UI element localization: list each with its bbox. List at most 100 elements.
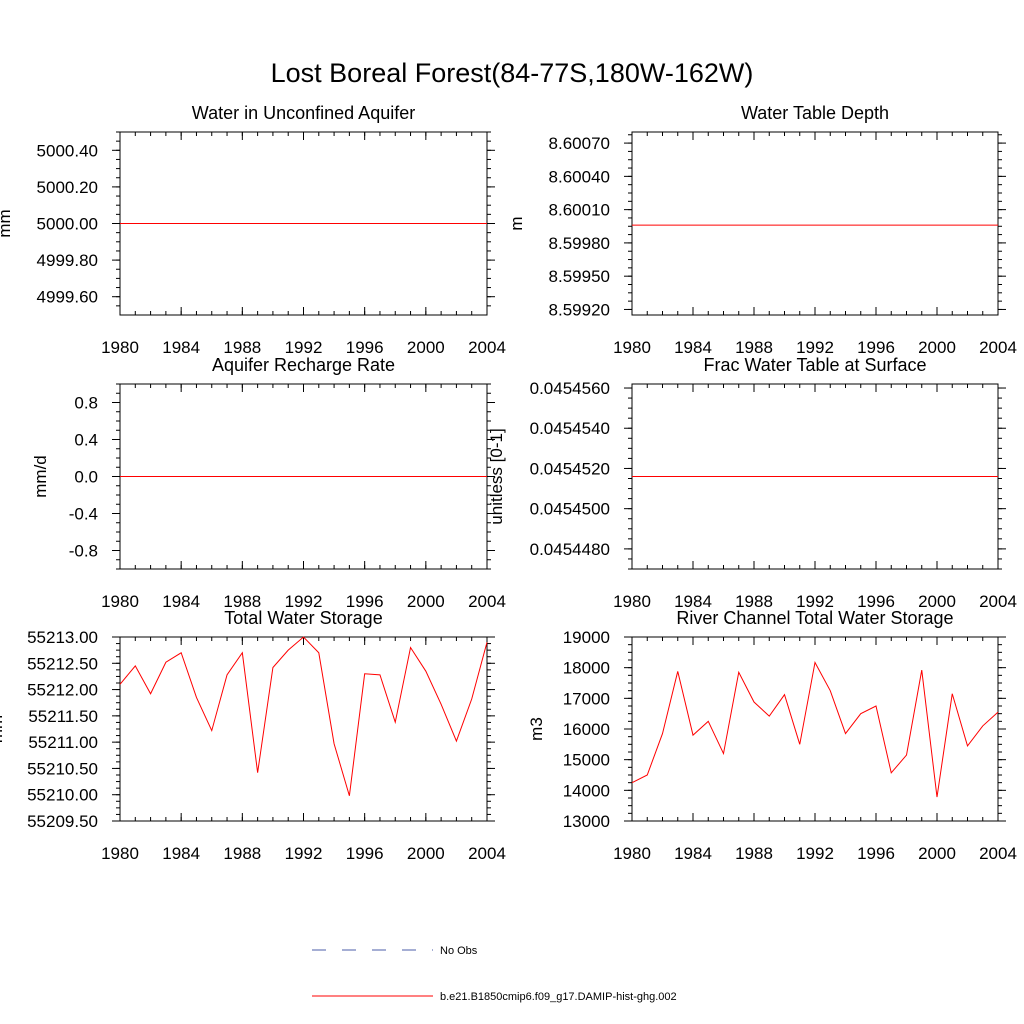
x-tick-label: 1996 (857, 592, 895, 611)
x-tick-label: 1996 (346, 338, 384, 357)
x-tick-label: 1980 (101, 338, 139, 357)
y-tick-label: 55209.50 (27, 812, 98, 831)
y-tick-label: 0.8 (74, 394, 98, 413)
y-tick-label: 0.0454480 (530, 540, 610, 559)
chart-panel-2: Water Table Depth m 1980 1984 1988 1992 1996 20… (507, 103, 1017, 357)
x-tick-label: 1988 (223, 844, 261, 863)
y-tick-label: 0.0454540 (530, 419, 610, 438)
legend: No Obs b.e21.B1850cmip6.f09_g17.DAMIP-his… (312, 945, 677, 1003)
x-tick-label: 1988 (735, 844, 773, 863)
y-axis-label: m (507, 216, 526, 230)
x-tick-label: 1984 (674, 338, 712, 357)
y-tick-label: 5000.00 (37, 215, 98, 234)
x-tick-label: 2004 (468, 338, 506, 357)
x-tick-label: 1988 (223, 592, 261, 611)
panel-title: Aquifer Recharge Rate (212, 355, 395, 375)
x-tick-label: 1992 (285, 592, 323, 611)
x-tick-label: 2000 (918, 338, 956, 357)
x-tick-label: 1996 (346, 844, 384, 863)
legend-label: No Obs (440, 945, 478, 957)
page-title: Lost Boreal Forest(84-77S,180W-162W) (271, 58, 754, 88)
panel-title: Water in Unconfined Aquifer (192, 103, 415, 123)
x-tick-label: 2000 (407, 844, 445, 863)
x-tick-label: 1984 (162, 338, 200, 357)
x-tick-label: 1992 (796, 592, 834, 611)
x-tick-label: 1992 (796, 844, 834, 863)
x-tick-label: 2004 (979, 338, 1017, 357)
y-tick-label: -0.4 (69, 505, 98, 524)
y-tick-label: 8.59920 (549, 300, 610, 319)
y-tick-label: 19000 (563, 628, 610, 647)
y-tick-label: 8.60040 (549, 167, 610, 186)
chart-panel-4: Frac Water Table at Surface unitless [0-1… (487, 355, 1017, 611)
chart-panel-5: Total Water Storage mm 1980 1984 1988 1992 199… (0, 608, 506, 863)
y-axis-label: mm (0, 209, 14, 237)
y-tick-label: -0.8 (69, 542, 98, 561)
y-tick-label: 13000 (563, 812, 610, 831)
x-tick-label: 1980 (101, 844, 139, 863)
y-tick-label: 0.4 (74, 431, 98, 450)
x-tick-label: 2004 (979, 592, 1017, 611)
y-tick-label: 14000 (563, 781, 610, 800)
x-tick-label: 1980 (101, 592, 139, 611)
y-tick-label: 55212.50 (27, 654, 98, 673)
y-tick-label: 55212.00 (27, 681, 98, 700)
y-tick-label: 0.0454500 (530, 500, 610, 519)
y-tick-label: 4999.80 (37, 251, 98, 270)
x-tick-label: 1980 (613, 338, 651, 357)
y-tick-label: 5000.40 (37, 141, 98, 160)
y-tick-label: 8.60010 (549, 201, 610, 220)
x-tick-label: 1996 (857, 338, 895, 357)
x-tick-label: 2000 (918, 844, 956, 863)
y-tick-label: 18000 (563, 659, 610, 678)
y-tick-label: 55210.00 (27, 786, 98, 805)
y-tick-label: 17000 (563, 689, 610, 708)
y-tick-label: 55213.00 (27, 628, 98, 647)
panel-title: Total Water Storage (224, 608, 382, 628)
y-tick-label: 0.0454520 (530, 459, 610, 478)
x-tick-label: 1992 (285, 844, 323, 863)
x-tick-label: 2004 (468, 844, 506, 863)
panel-title: Frac Water Table at Surface (703, 355, 926, 375)
y-tick-label: 5000.20 (37, 178, 98, 197)
x-tick-label: 2000 (918, 592, 956, 611)
y-tick-label: 55211.00 (28, 733, 98, 752)
y-axis-label: mm (0, 715, 6, 743)
chart-panel-1: Water in Unconfined Aquifer mm 1980 1984 198… (0, 103, 506, 357)
y-axis-label: unitless [0-1] (487, 428, 506, 524)
y-tick-label: 8.59980 (549, 234, 610, 253)
x-tick-label: 1988 (735, 338, 773, 357)
plot-frame (631, 131, 999, 316)
y-axis-label: mm/d (31, 455, 50, 498)
x-tick-label: 1992 (796, 338, 834, 357)
x-tick-label: 1996 (857, 844, 895, 863)
x-tick-label: 1992 (285, 338, 323, 357)
y-tick-label: 8.59950 (549, 267, 610, 286)
y-tick-label: 0.0454560 (530, 379, 610, 398)
x-tick-label: 1988 (735, 592, 773, 611)
panels: Water in Unconfined Aquifer mm 1980 1984 198… (0, 103, 1017, 863)
x-tick-label: 2000 (407, 592, 445, 611)
y-tick-label: 0.0 (74, 468, 98, 487)
series-line (631, 660, 999, 798)
x-tick-label: 2004 (979, 844, 1017, 863)
x-tick-label: 1984 (162, 592, 200, 611)
y-axis-label: m3 (527, 717, 546, 741)
x-tick-label: 2000 (407, 338, 445, 357)
plot-frame (119, 636, 488, 822)
chart-panel-3: Aquifer Recharge Rate mm/d 1980 1984 1988 199… (31, 355, 506, 611)
y-tick-label: 4999.60 (37, 288, 98, 307)
y-tick-label: 55210.50 (27, 759, 98, 778)
x-tick-label: 1980 (613, 592, 651, 611)
x-tick-label: 2004 (468, 592, 506, 611)
y-tick-label: 55211.50 (28, 707, 98, 726)
x-tick-label: 1988 (223, 338, 261, 357)
panel-title: River Channel Total Water Storage (676, 608, 953, 628)
panel-title: Water Table Depth (741, 103, 889, 123)
legend-label: b.e21.B1850cmip6.f09_g17.DAMIP-hist-ghg.… (440, 991, 677, 1003)
y-tick-label: 15000 (563, 751, 610, 770)
x-tick-label: 1984 (674, 592, 712, 611)
x-tick-label: 1980 (613, 844, 651, 863)
